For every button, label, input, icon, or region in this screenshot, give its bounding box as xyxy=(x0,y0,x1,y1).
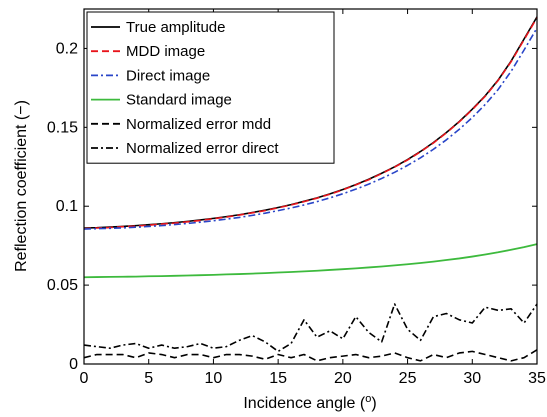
series-line-3 xyxy=(83,243,538,279)
series-line-5 xyxy=(83,303,538,353)
legend: True amplitude MDD image Direct image Stand… xyxy=(86,11,335,164)
x-tick-label-4: 20 xyxy=(334,370,352,387)
legend-label-0: True amplitude xyxy=(126,19,226,36)
plot-frame xyxy=(83,8,538,365)
legend-label-1: MDD image xyxy=(126,43,205,60)
x-tick-label-7: 35 xyxy=(528,370,546,387)
y-tick-label-1: 0.05 xyxy=(47,277,78,294)
x-tick-label-6: 30 xyxy=(463,370,481,387)
x-tick-label-0: 0 xyxy=(80,370,89,387)
series-line-1 xyxy=(83,17,538,230)
x-axis-label: Incidence angle (o) xyxy=(243,393,376,412)
x-tick-label-5: 25 xyxy=(399,370,417,387)
series-layer xyxy=(83,16,538,362)
y-tick-label-4: 0.2 xyxy=(56,40,78,57)
x-axis-label-end: ) xyxy=(371,395,376,412)
legend-label-2: Direct image xyxy=(126,67,210,84)
x-tick-label-3: 15 xyxy=(269,370,287,387)
x-tick-label-1: 5 xyxy=(144,370,153,387)
x-tick-label-2: 10 xyxy=(205,370,223,387)
x-axis-label-degree: o xyxy=(365,393,371,405)
y-tick-label-3: 0.15 xyxy=(47,119,78,136)
series-line-2 xyxy=(83,27,538,230)
legend-label-3: Standard image xyxy=(126,92,232,109)
legend-label-4: Normalized error mdd xyxy=(126,116,271,133)
series-line-4 xyxy=(83,349,538,362)
legend-box xyxy=(86,11,335,164)
y-tick-label-0: 0 xyxy=(69,356,78,373)
ticks-layer: 0 5 10 15 20 25 30 35 0 0.05 0.1 0.15 0.2 xyxy=(47,9,546,387)
y-axis-label: Reflection coefficient (−) xyxy=(13,100,30,272)
x-axis-label-main: Incidence angle ( xyxy=(243,395,366,412)
y-tick-label-2: 0.1 xyxy=(56,198,78,215)
legend-label-5: Normalized error direct xyxy=(126,140,279,157)
